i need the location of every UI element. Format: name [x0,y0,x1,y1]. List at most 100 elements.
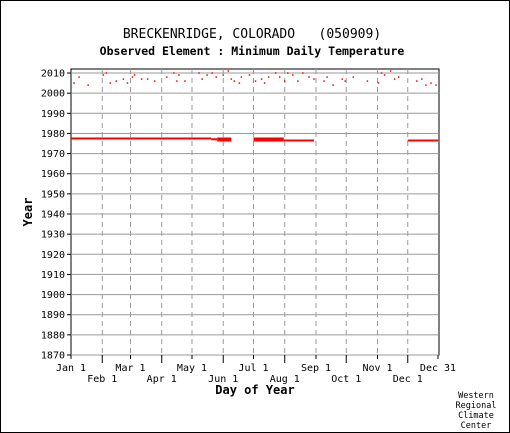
x-axis-label: Day of Year [215,383,294,397]
observed-point [230,78,233,80]
credit-line-1: Western [458,391,494,401]
y-tick-label: 1890 [41,310,65,321]
y-tick-label: 1940 [41,210,65,221]
observed-point [206,74,208,76]
observed-point [326,76,328,78]
y-tick-label: 1900 [41,290,65,301]
data-marks [71,70,438,142]
observed-range-bar [217,137,232,142]
observed-point [297,80,299,82]
observed-point [178,74,180,76]
x-tick-label: Dec 1 [393,374,423,385]
plot-area [70,68,440,356]
observed-point [421,78,423,80]
observed-point [274,72,277,74]
observed-point [133,74,136,76]
x-tick-label: Sep 1 [301,363,331,374]
observed-point [201,78,203,80]
observed-point [323,80,325,82]
credit-block: Western Regional Climate Center [456,391,497,431]
observed-point [109,82,112,84]
y-tick-label: 2010 [41,69,65,80]
y-tick-label: 1990 [41,109,65,120]
y-tick-label: 1920 [41,250,65,261]
observed-point [260,78,263,80]
x-tick-label: Feb 1 [87,374,117,385]
observed-point [102,74,105,76]
observed-point [425,84,427,86]
observed-point [126,82,129,84]
observed-point [254,80,257,82]
observed-point [146,78,149,80]
y-axis-label: Year [21,198,35,227]
observed-point [416,80,418,82]
observed-range-bar [211,138,218,141]
observed-point [78,76,80,78]
observed-point [166,76,168,78]
observed-point [278,76,281,78]
observed-point [393,78,396,80]
x-tick-label: Jan 1 [56,363,86,374]
chart-subtitle: Observed Element : Minimum Daily Tempera… [100,44,405,58]
observed-point [173,72,175,74]
observed-point [176,80,178,82]
x-tick-label: Dec 31 [420,363,456,374]
y-tick-label: 1980 [41,129,65,140]
observed-point [105,72,108,74]
x-tick-label: Oct 1 [331,374,361,385]
x-axis-ticks: Jan 1 Mar 1 May 1 Jul 1 Sep 1 Nov 1 Dec 31 Feb … [56,355,456,385]
observed-point [73,82,75,84]
observed-point [153,80,156,82]
observed-point [352,76,355,78]
observed-point [87,84,89,86]
observed-point [263,82,266,84]
observed-point [233,80,236,82]
observed-point [383,74,386,76]
observed-point [430,82,432,84]
observed-range-bar [71,137,212,140]
observed-point [389,70,392,72]
y-tick-label: 2000 [41,89,65,100]
observed-point [131,76,134,78]
observed-point [140,78,143,80]
observed-point [198,72,200,74]
x-tick-label: Aug 1 [270,374,300,385]
x-tick-label: Jul 1 [238,363,268,374]
observed-point [211,72,213,74]
observed-range-bar [283,139,314,142]
y-tick-label: 1930 [41,230,65,241]
observed-point [377,82,380,84]
observed-point [267,76,270,78]
observed-point [435,84,437,86]
y-tick-label: 1910 [41,270,65,281]
observed-point [115,80,118,82]
x-tick-label: Nov 1 [362,363,392,374]
observed-range-bar [407,139,438,142]
observed-point [227,70,230,72]
observed-point [238,82,241,84]
observed-point [240,76,243,78]
observed-point [215,76,217,78]
observed-point [122,78,125,80]
observed-point [292,74,294,76]
observed-point [332,84,334,86]
observed-point [287,72,289,74]
observed-point [222,74,224,76]
observed-point [308,76,310,78]
y-tick-label: 1950 [41,189,65,200]
y-tick-label: 1970 [41,149,65,160]
observed-point [248,74,251,76]
y-axis-ticks: 1870 1880 1890 1900 1910 1920 1930 1940 1950 1960… [41,69,71,362]
observed-point [313,78,315,80]
observed-point [341,78,343,80]
observed-point [302,72,304,74]
credit-line-3: Climate [458,411,494,421]
chart-title: BRECKENRIDGE, COLORADO (050909) [123,27,381,42]
y-tick-label: 1960 [41,169,65,180]
observed-point [380,72,383,74]
x-tick-label: Jun 1 [208,374,238,385]
y-tick-label: 1880 [41,330,65,341]
x-tick-label: Apr 1 [147,374,177,385]
observed-point [344,80,346,82]
x-tick-label: May 1 [177,363,207,374]
